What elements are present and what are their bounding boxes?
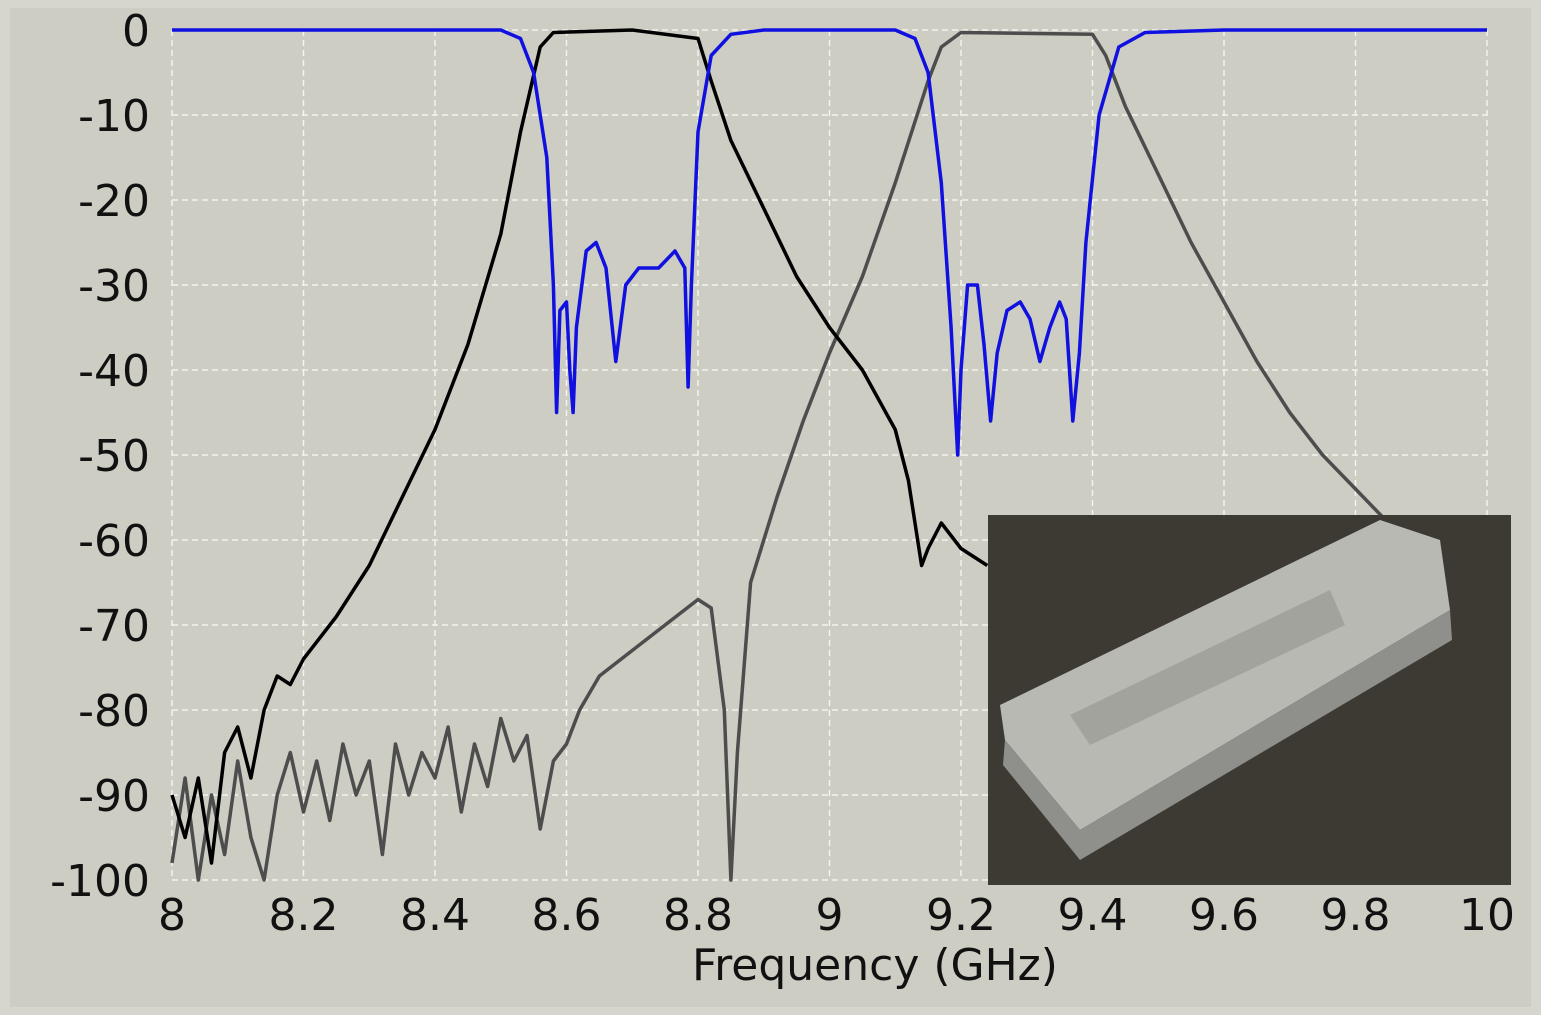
- x-tick-label: 8: [158, 890, 186, 941]
- x-tick-label: 8.6: [532, 890, 602, 941]
- y-tick-label: -10: [78, 91, 150, 142]
- data-line: [170, 30, 1423, 882]
- x-tick-label: 9.8: [1321, 890, 1391, 941]
- inset-photo: [988, 515, 1511, 885]
- x-tick-label: 8.2: [269, 890, 339, 941]
- x-tick-label: 9.4: [1058, 890, 1128, 941]
- x-tick-label: 9.6: [1189, 890, 1259, 941]
- data-line: [170, 28, 989, 865]
- y-tick-label: -80: [78, 686, 150, 737]
- y-tick-label: 0: [122, 6, 150, 57]
- x-tick-label: 8.4: [400, 890, 470, 941]
- lines: [170, 28, 1487, 882]
- y-tick-label: -70: [78, 601, 150, 652]
- x-axis-label: Frequency (GHz): [692, 940, 1058, 991]
- y-tick-label: -60: [78, 516, 150, 567]
- data-line: [172, 28, 1487, 457]
- y-tick-label: -20: [78, 176, 150, 227]
- x-tick-label: 10: [1459, 890, 1515, 941]
- y-tick-label: -90: [78, 771, 150, 822]
- x-tick-label: 8.8: [663, 890, 733, 941]
- y-tick-label: -30: [78, 261, 150, 312]
- y-tick-label: -50: [78, 431, 150, 482]
- x-tick-label: 9.2: [926, 890, 996, 941]
- y-tick-label: -40: [78, 346, 150, 397]
- x-tick-label: 9: [816, 890, 844, 941]
- photo-cavities: [1070, 590, 1345, 745]
- y-tick-label: -100: [50, 856, 150, 907]
